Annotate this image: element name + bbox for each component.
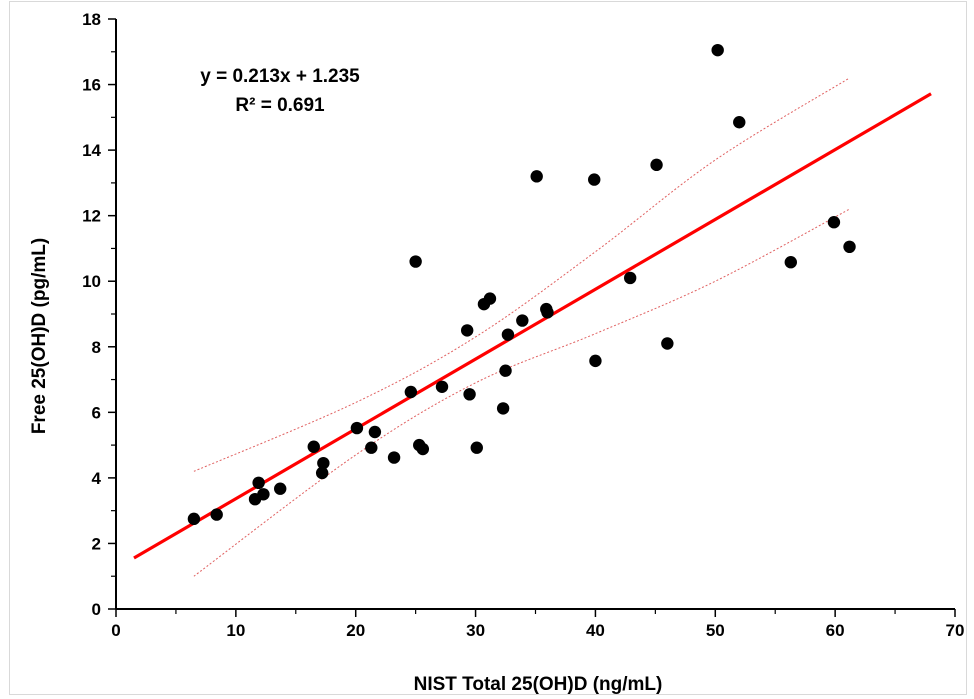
data-point <box>711 43 724 57</box>
data-point <box>589 354 602 368</box>
data-point <box>650 158 663 172</box>
y-tick-label: 0 <box>92 600 101 619</box>
data-point <box>210 508 223 521</box>
data-point <box>843 240 856 254</box>
y-tick-label: 18 <box>82 10 101 29</box>
data-point <box>435 380 449 393</box>
confidence-lower-line <box>193 208 850 577</box>
regression-line <box>133 92 932 560</box>
confidence-band <box>193 77 850 577</box>
data-point <box>588 173 601 186</box>
x-tick-label: 50 <box>706 621 725 640</box>
x-tick-label: 10 <box>226 621 245 640</box>
data-point <box>516 314 529 327</box>
data-point <box>827 216 841 229</box>
data-point <box>404 385 418 399</box>
confidence-upper-line <box>193 77 850 472</box>
x-tick-label: 40 <box>586 621 605 640</box>
data-point <box>368 425 382 439</box>
data-point <box>733 116 746 129</box>
data-point <box>387 451 401 464</box>
data-point <box>784 256 797 269</box>
x-tick-label: 0 <box>111 621 120 640</box>
y-tick-label: 14 <box>82 141 101 160</box>
y-tick-label: 12 <box>82 207 101 226</box>
data-point <box>483 292 497 305</box>
tick-labels: 0 10 20 30 40 50 60 70 0 2 4 6 8 10 12 14 16 18 <box>82 10 964 640</box>
data-point <box>315 466 329 480</box>
data-point <box>274 482 287 495</box>
fit-line <box>133 92 932 560</box>
data-point <box>460 324 474 337</box>
data-point <box>365 441 378 454</box>
x-tick-label: 70 <box>946 621 965 640</box>
data-point <box>416 442 430 456</box>
y-axis-title: Free 25(OH)D (pg/mL) <box>29 238 50 434</box>
y-tick-label: 4 <box>92 469 102 488</box>
y-tick-label: 2 <box>92 534 101 553</box>
data-point <box>350 421 364 435</box>
data-point <box>307 440 320 453</box>
data-points <box>187 43 856 526</box>
data-point <box>187 512 201 526</box>
y-tick-label: 16 <box>82 76 101 95</box>
data-point <box>470 441 483 454</box>
regression-equation: y = 0.213x + 1.235 <box>200 66 360 87</box>
x-tick-label: 30 <box>466 621 485 640</box>
data-point <box>623 271 637 285</box>
data-point <box>501 328 515 341</box>
chart-frame <box>9 1 967 695</box>
data-point <box>463 388 476 401</box>
x-tick-label: 60 <box>826 621 845 640</box>
data-point <box>257 488 270 501</box>
data-point <box>317 456 330 470</box>
data-point <box>252 476 265 490</box>
y-tick-label: 8 <box>92 338 101 357</box>
r-squared-label: R² = 0.691 <box>235 95 325 116</box>
data-point <box>499 364 512 377</box>
y-tick-label: 6 <box>92 403 101 422</box>
x-tick-label: 20 <box>346 621 365 640</box>
y-tick-label: 10 <box>82 272 101 291</box>
data-point <box>661 337 674 350</box>
data-point <box>409 255 422 268</box>
data-point <box>541 306 554 319</box>
data-point <box>496 402 510 415</box>
x-axis-title: NIST Total 25(OH)D (ng/mL) <box>414 674 663 695</box>
data-point <box>530 170 543 183</box>
axes <box>108 18 956 617</box>
